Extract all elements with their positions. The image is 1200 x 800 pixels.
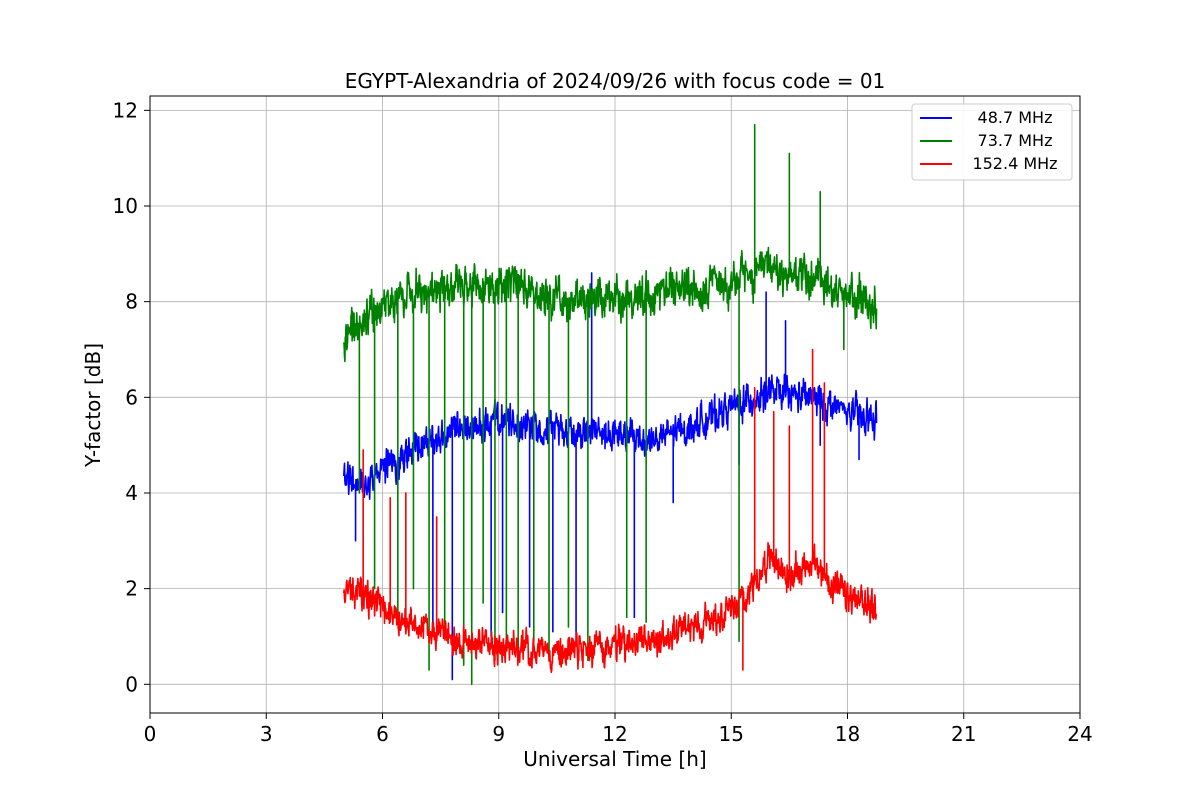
x-tick-label: 18 [835,722,860,746]
x-tick-label: 0 [144,722,157,746]
y-tick-label: 2 [125,577,138,601]
x-axis-label: Universal Time [h] [523,747,706,771]
x-tick-label: 12 [602,722,627,746]
series-line [342,123,878,686]
legend-entry: 48.7 MHz [978,108,1053,127]
x-tick-label: 3 [260,722,273,746]
legend-entry: 152.4 MHz [972,154,1057,173]
y-tick-label: 8 [125,290,138,314]
x-axis: 0 3 6 9 12 15 18 21 24 [144,713,1093,746]
y-tick-label: 0 [125,672,138,696]
x-tick-label: 15 [719,722,744,746]
y-axis: 0 2 4 6 8 10 12 [113,98,150,696]
series-line [342,272,878,681]
y-axis-label: Y-factor [dB] [81,343,105,468]
legend: 48.7 MHz 73.7 MHz 152.4 MHz [911,103,1073,181]
legend-entry: 73.7 MHz [978,131,1053,150]
y-tick-label: 12 [113,98,138,122]
x-tick-label: 21 [951,722,976,746]
y-tick-label: 6 [125,385,138,409]
legend-box [911,103,1073,181]
x-tick-label: 9 [492,722,505,746]
x-tick-label: 6 [376,722,389,746]
x-tick-label: 24 [1067,722,1092,746]
series-layer [342,123,878,686]
y-tick-label: 4 [125,481,138,505]
y-tick-label: 10 [113,194,138,218]
series-line [342,348,877,674]
chart-title: EGYPT-Alexandria of 2024/09/26 with focu… [345,69,886,93]
